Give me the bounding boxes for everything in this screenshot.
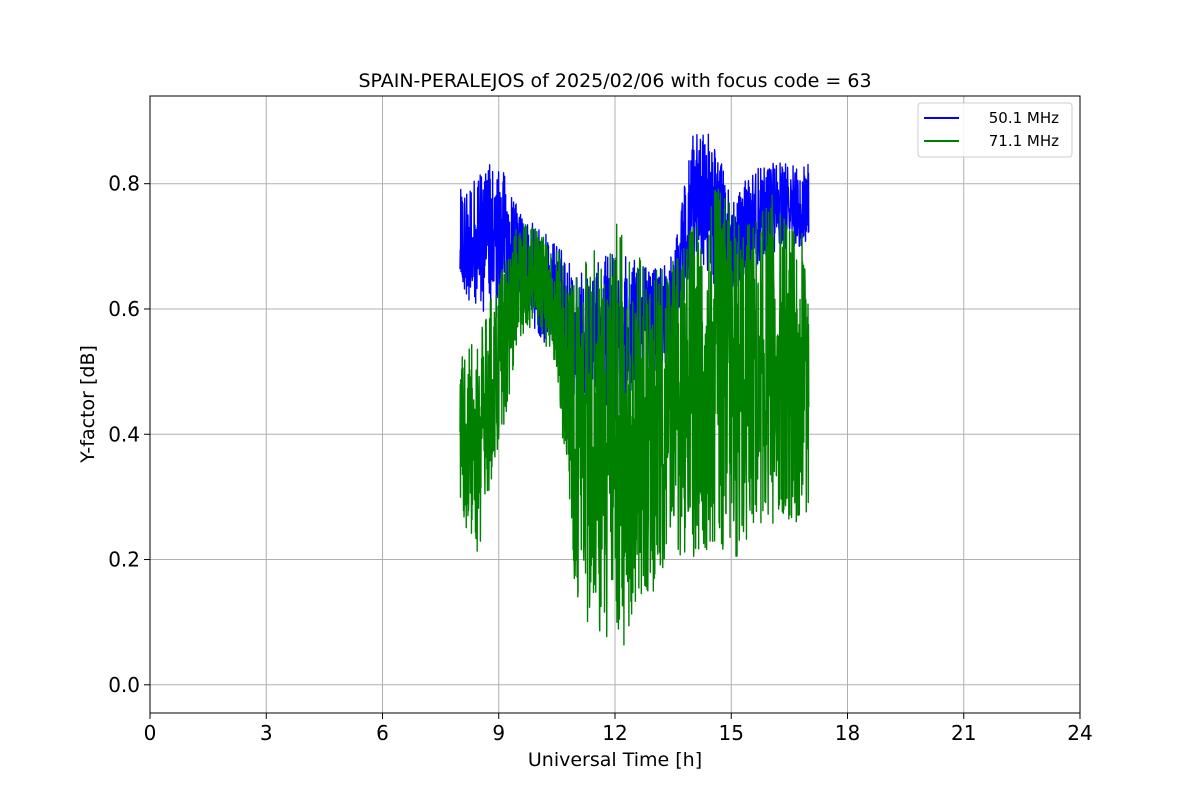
y-tick-label: 0.0: [108, 673, 140, 697]
x-tick-label: 18: [835, 721, 860, 745]
x-tick-label: 0: [144, 721, 157, 745]
x-tick-label: 9: [492, 721, 505, 745]
series-line: [459, 188, 810, 646]
x-tick-label: 6: [376, 721, 389, 745]
legend-label: 71.1 MHz: [989, 132, 1059, 150]
y-axis-label: Y-factor [dB]: [77, 345, 99, 464]
legend-box: [917, 102, 1073, 158]
series-lines: [459, 133, 810, 646]
chart-title: SPAIN-PERALEJOS of 2025/02/06 with focus…: [358, 70, 871, 92]
x-tick-label: 15: [719, 721, 744, 745]
x-tick-label: 12: [602, 721, 627, 745]
y-axis: 0.0 0.2 0.4 0.6 0.8: [108, 172, 150, 697]
legend-label: 50.1 MHz: [989, 109, 1059, 127]
y-tick-label: 0.8: [108, 172, 140, 196]
y-tick-label: 0.6: [108, 297, 140, 321]
x-axis-label: Universal Time [h]: [528, 749, 702, 771]
x-tick-label: 21: [951, 721, 976, 745]
y-tick-label: 0.2: [108, 548, 140, 572]
y-tick-label: 0.4: [108, 422, 140, 446]
x-tick-label: 3: [260, 721, 273, 745]
series-line: [459, 133, 810, 432]
x-axis: 0 3 6 9 12 15 18 21 24: [144, 713, 1093, 745]
x-tick-label: 24: [1067, 721, 1092, 745]
legend: 50.1 MHz 71.1 MHz: [917, 102, 1073, 158]
